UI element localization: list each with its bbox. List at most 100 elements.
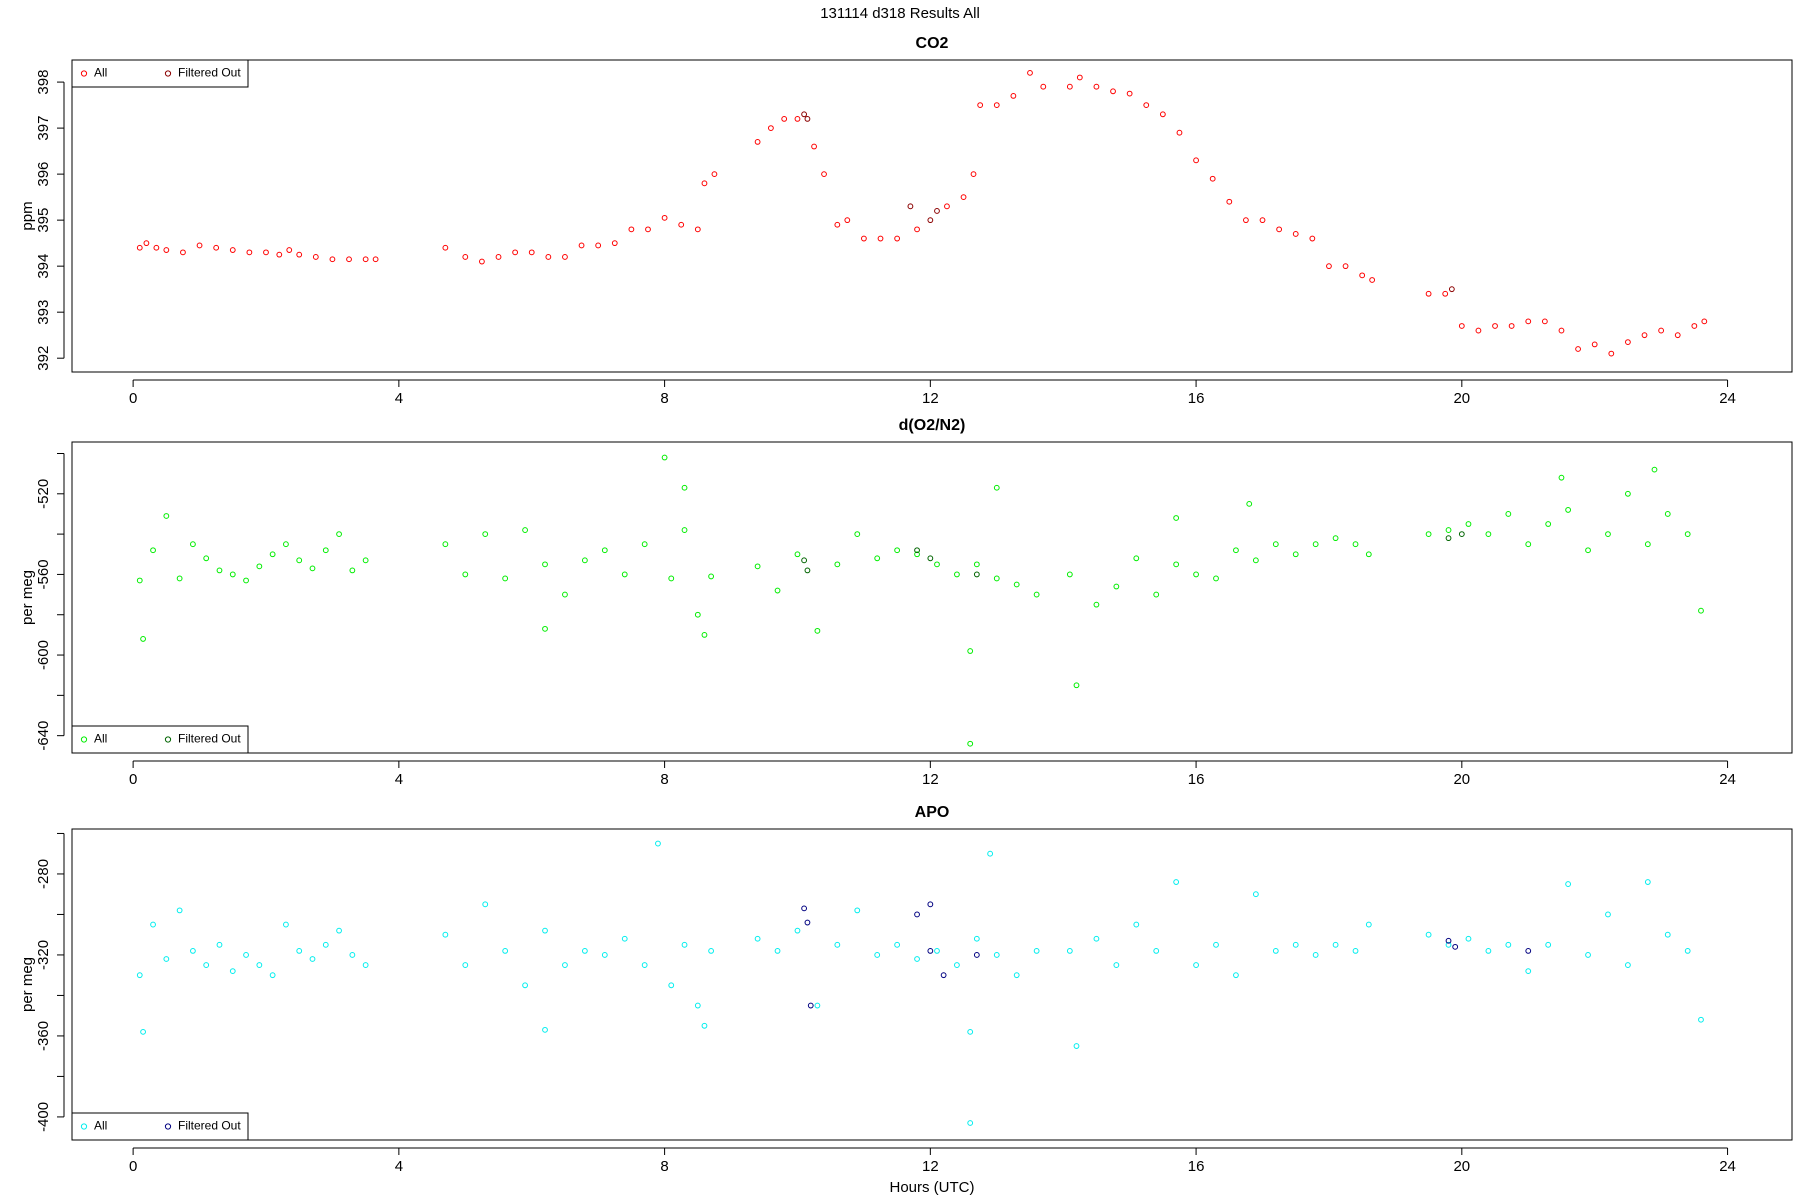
data-point [874,952,881,958]
data-point [196,242,203,249]
data-point [442,541,449,548]
x-tick-label: 16 [1188,1158,1205,1175]
x-tick-label: 8 [660,1158,668,1175]
data-point [479,258,485,265]
plot-frame [71,828,1793,1141]
data-point [754,563,761,570]
x-tick-label: 0 [129,390,137,407]
data-point [1113,583,1120,590]
data-point [621,935,628,942]
data-point [216,941,223,948]
legend-marker [164,1123,172,1130]
data-point [140,636,146,642]
data-point [973,561,980,568]
data-point [668,575,675,582]
data-point [711,171,718,178]
data-point [562,591,568,598]
data-point [1027,69,1033,76]
data-point [1143,102,1150,108]
data-point [967,1120,974,1126]
data-point [1625,339,1631,345]
data-point [641,541,648,548]
data-point [163,956,170,962]
plot-frame [71,441,1793,754]
data-point [1359,272,1366,279]
data-point [781,116,788,122]
data-point [940,972,947,979]
data-point [894,235,901,242]
data-point [814,1002,821,1009]
data-point [1113,962,1120,968]
data-point [1013,581,1020,588]
data-point [136,244,143,251]
x-tick-label: 4 [395,771,403,788]
data-point [362,557,369,564]
data-point [914,911,920,918]
data-point [153,244,160,251]
data-point [1252,891,1259,898]
data-point [542,561,548,568]
data-point [1684,531,1691,538]
data-point [349,952,356,958]
data-point [276,251,283,258]
data-point [1565,881,1572,887]
data-point [1010,92,1017,99]
data-point [973,952,980,958]
data-point [578,242,585,249]
data-point [180,249,186,256]
data-point [1698,607,1704,614]
data-point [967,648,974,654]
data-point [1066,571,1073,578]
data-point [1066,83,1073,90]
data-point [1545,941,1552,948]
data-point [243,577,249,584]
data-point [1093,83,1100,90]
data-point [1153,947,1160,954]
x-tick-label: 8 [660,771,668,788]
data-point [1684,947,1691,954]
data-point [1525,541,1532,548]
data-point [1541,318,1548,325]
data-point [243,952,249,958]
data-point [934,947,940,954]
data-point [694,226,701,233]
legend-label: Filtered Out [178,66,241,80]
y-axis-label: per meg [19,570,36,625]
data-point [1445,937,1452,944]
data-point [256,962,263,968]
data-point [914,956,920,962]
x-tick-label: 12 [922,390,939,407]
data-point [163,247,170,253]
data-point [150,921,156,928]
x-tick-label: 24 [1719,390,1736,407]
x-tick-label: 20 [1453,390,1470,407]
data-point [804,567,811,574]
data-point [136,577,143,584]
data-point [190,947,196,954]
data-point [246,249,253,256]
data-point [581,947,588,954]
data-point [1674,332,1681,339]
data-point [1664,511,1671,517]
data-point [621,571,628,578]
data-point [372,256,379,263]
data-point [256,563,263,570]
data-point [581,557,588,564]
data-point [1425,931,1432,938]
data-point [794,116,801,122]
data-point [163,513,170,519]
data-point [754,935,761,942]
legend-box [71,725,249,754]
data-point [562,962,568,968]
data-point [1465,935,1472,942]
data-point [545,254,552,260]
data-point [844,217,851,224]
data-point [927,555,934,562]
data-point [874,555,881,562]
data-point [914,226,920,233]
data-point [628,226,635,233]
x-tick-label: 12 [922,771,939,788]
data-point [1226,198,1233,205]
y-tick-label: -400 [35,1102,52,1132]
legend-label: All [94,732,107,746]
